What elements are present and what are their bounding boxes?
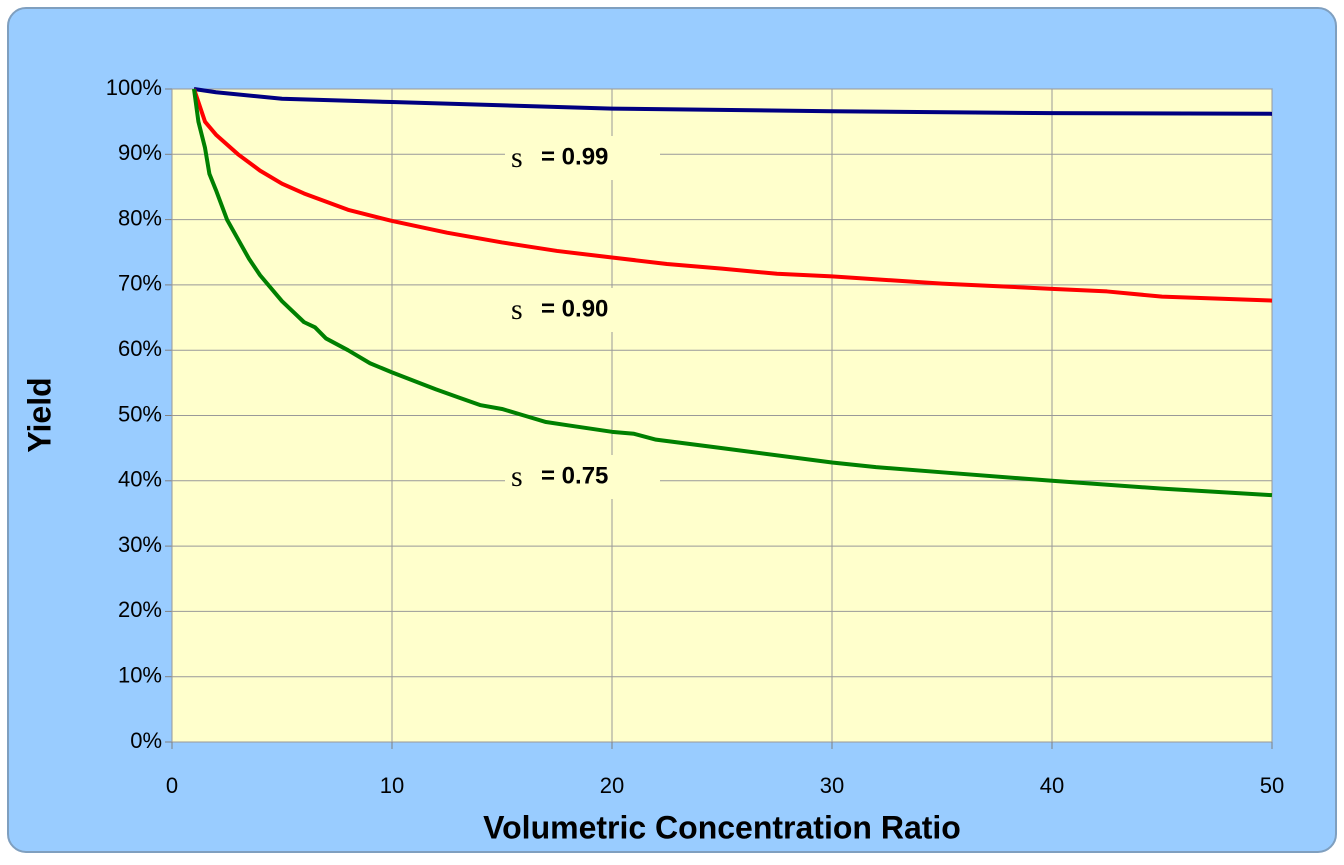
x-tick-label: 50 [1260, 773, 1284, 798]
annotation-symbol: s [511, 293, 523, 326]
y-tick-label: 60% [118, 336, 162, 361]
x-tick-label: 20 [600, 773, 624, 798]
y-axis-title: Yield [21, 377, 57, 452]
annotation-box [505, 288, 660, 332]
y-tick-label: 20% [118, 597, 162, 622]
y-tick-label: 90% [118, 140, 162, 165]
y-tick-label: 100% [106, 75, 162, 100]
x-tick-label: 30 [820, 773, 844, 798]
series-line [192, 88, 1273, 498]
annotation-box [505, 136, 660, 180]
grid [165, 88, 1273, 749]
series-line [193, 87, 1273, 116]
y-tick-label: 0% [130, 728, 162, 753]
y-tick-label: 30% [118, 532, 162, 557]
annotation-text: = 0.75 [541, 462, 608, 489]
x-axis-title: Volumetric Concentration Ratio [483, 809, 961, 845]
x-tick-label: 40 [1040, 773, 1064, 798]
annotations: s = 0.99 s = 0.90 s = 0.75 [505, 136, 660, 499]
annotation-text: = 0.90 [541, 295, 608, 322]
x-tick-label: 10 [380, 773, 404, 798]
series-line [192, 88, 1273, 303]
annotation-box [505, 455, 660, 499]
y-tick-label: 40% [118, 467, 162, 492]
y-tick-label: 70% [118, 271, 162, 296]
annotation-symbol: s [511, 141, 523, 174]
y-tick-label: 50% [118, 401, 162, 426]
annotation-symbol: s [511, 460, 523, 493]
y-tick-label: 10% [118, 663, 162, 688]
y-tick-label: 80% [118, 205, 162, 230]
x-tick-label: 0 [166, 773, 178, 798]
lines [192, 87, 1273, 498]
annotation-text: = 0.99 [541, 143, 608, 170]
